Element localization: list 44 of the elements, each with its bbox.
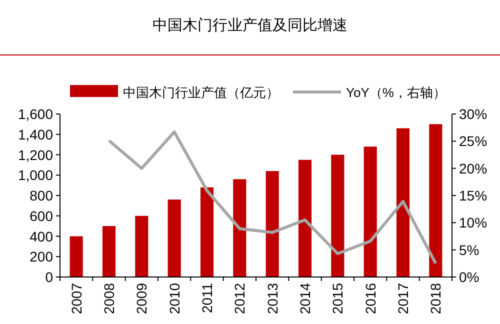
bar	[396, 128, 410, 277]
y2-tick-label: 15%	[459, 188, 488, 204]
y2-tick-label: 30%	[459, 106, 488, 122]
y-tick-label: 1,200	[18, 146, 54, 163]
legend-label: YoY（%，右轴）	[346, 85, 446, 100]
x-tick-label: 2010	[166, 282, 182, 314]
y2-tick-label: 25%	[459, 133, 488, 150]
bar	[168, 200, 181, 277]
bar	[102, 226, 116, 277]
y2-tick-label: 20%	[459, 160, 488, 176]
y-tick-label: 600	[30, 208, 54, 224]
bar	[233, 179, 246, 277]
y-tick-label: 1,400	[18, 126, 54, 142]
x-tick-label: 2008	[101, 282, 117, 314]
y-tick-label: 200	[30, 248, 54, 265]
bar	[298, 160, 312, 277]
x-tick-label: 2018	[428, 282, 444, 314]
chart-title: 中国木门行业产值及同比增速	[152, 17, 348, 34]
legend-label: 中国木门行业产值（亿元）	[123, 85, 279, 100]
bar	[135, 216, 148, 277]
y2-tick-label: 0%	[459, 269, 480, 285]
x-tick-label: 2013	[264, 282, 280, 314]
y-tick-label: 400	[30, 228, 54, 244]
x-tick-label: 2017	[395, 282, 411, 314]
x-tick-label: 2012	[232, 282, 248, 314]
y-tick-label: 800	[30, 188, 54, 204]
y-tick-label: 1,000	[18, 167, 54, 184]
line-series	[108, 130, 438, 265]
bar	[200, 187, 214, 277]
bar	[331, 154, 344, 277]
x-tick-label: 2011	[199, 282, 215, 314]
x-tick-label: 2009	[134, 282, 150, 314]
x-tick-label: 2007	[68, 282, 84, 314]
bar	[70, 236, 83, 277]
y-tick-label: 1,600	[18, 106, 54, 122]
y-tick-label: 0	[45, 269, 54, 285]
bar	[429, 124, 442, 277]
x-tick-label: 2015	[330, 282, 346, 314]
bar	[266, 171, 279, 277]
x-tick-label: 2014	[297, 282, 313, 314]
y2-tick-label: 5%	[459, 242, 480, 258]
bar	[364, 146, 377, 277]
x-tick-label: 2016	[362, 282, 378, 314]
y2-tick-label: 10%	[459, 214, 488, 231]
